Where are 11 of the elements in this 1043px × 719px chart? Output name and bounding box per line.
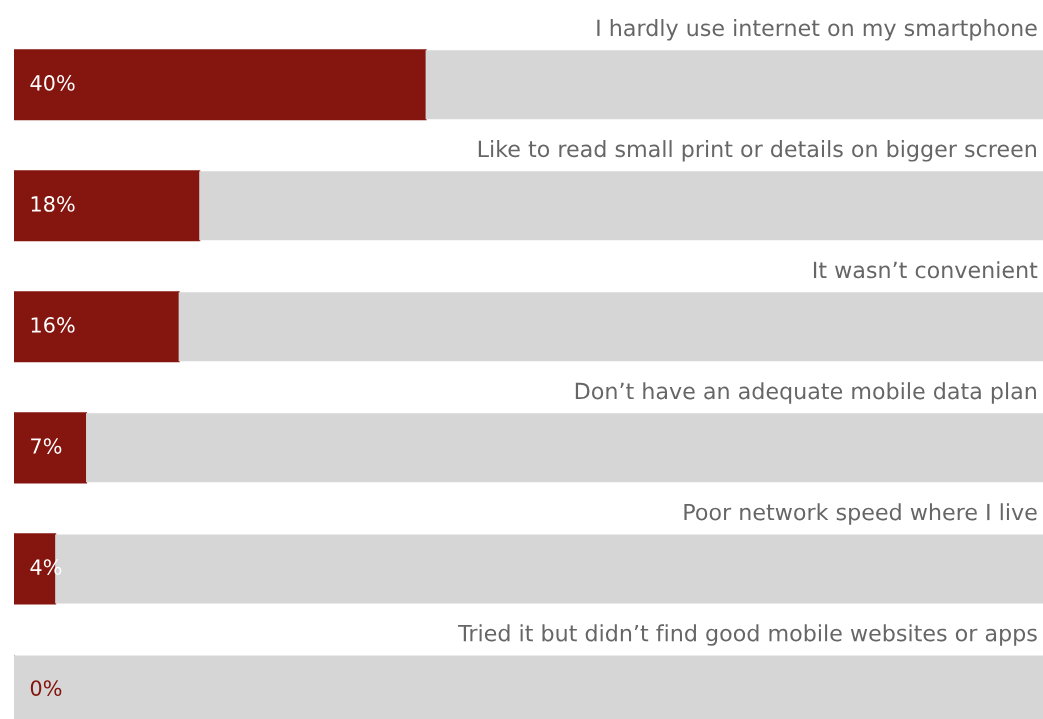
y-tick-label: Like to read small print or details on bigger screen — [478, 140, 1036, 162]
y-tick-label: Don’t have an adequate mobile data plan — [575, 382, 1036, 404]
data-label: 16% — [31, 317, 75, 333]
data-label: 40% — [30, 75, 75, 91]
y-tick-label: Tried it but didn’t find good mobile websites or apps — [458, 624, 1037, 646]
y-tick-label: It wasn’t convenient — [813, 261, 1038, 279]
data-label: 0% — [30, 680, 62, 696]
y-tick-label: Poor network speed where I live — [684, 503, 1037, 525]
data-label: 7% — [31, 438, 62, 454]
data-label: 18% — [31, 196, 75, 212]
y-tick-label: I hardly use internet on my smartphone — [597, 19, 1037, 41]
